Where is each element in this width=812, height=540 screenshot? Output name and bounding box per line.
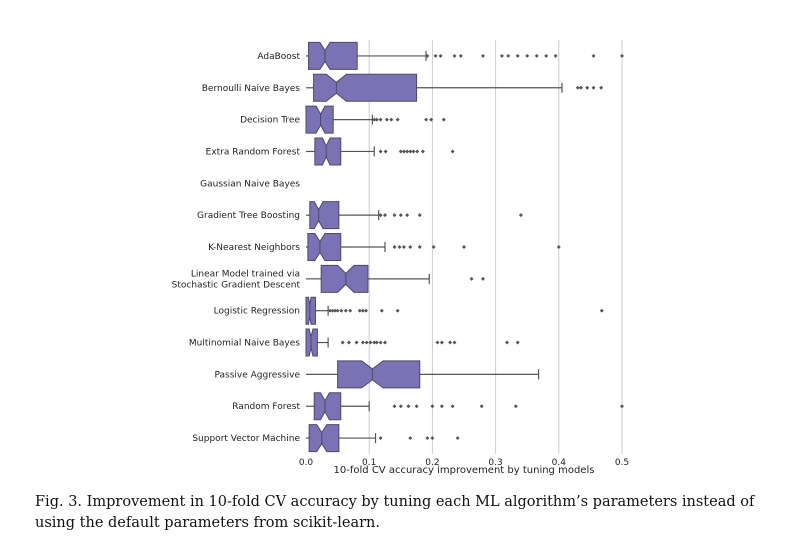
box (313, 73, 418, 102)
outlier-point (372, 340, 377, 345)
outlier-point (384, 117, 389, 122)
outlier-point (408, 436, 413, 441)
outlier-point (425, 436, 430, 441)
category-label: Gaussian Naive Bayes (200, 179, 300, 189)
x-tick-label: 0.1 (362, 458, 376, 468)
outlier-point (395, 117, 400, 122)
category-label: Multinomial Naive Bayes (189, 339, 300, 349)
outlier-point (333, 308, 338, 313)
outlier-point (392, 245, 397, 249)
outlier-point (430, 436, 435, 441)
x-tick-label: 0.3 (488, 458, 502, 468)
outlier-point (417, 213, 422, 218)
category-labels: AdaBoost Bernoulli Naive Bayes Decision Tr… (172, 52, 301, 444)
outlier-point (360, 308, 365, 313)
box (307, 233, 342, 261)
x-tick-label: 0.5 (615, 458, 629, 468)
outlier-point (389, 117, 394, 122)
box (308, 424, 340, 453)
outlier-point (455, 436, 460, 441)
outlier-point (335, 308, 340, 313)
outlier-point (504, 340, 509, 345)
category-label: Random Forest (232, 402, 300, 412)
box (337, 360, 421, 389)
box-group (306, 73, 604, 102)
outlier-point (469, 276, 474, 281)
box-group (306, 424, 460, 453)
outlier-point (441, 117, 446, 122)
category-label: Linear Model trained via Stochastic Gradi… (172, 269, 301, 290)
outlier-point (417, 245, 422, 249)
outlier-point (346, 340, 351, 345)
outlier-point (518, 213, 523, 218)
outlier-point (599, 308, 604, 313)
outlier-point (479, 404, 484, 409)
category-label: Support Vector Machine (192, 434, 300, 444)
category-label: Extra Random Forest (206, 147, 301, 157)
category-label: Decision Tree (240, 116, 300, 126)
outlier-point (392, 404, 397, 409)
box-group (306, 233, 561, 261)
outlier-point (378, 436, 383, 441)
box (313, 392, 342, 421)
figure-caption: Fig. 3. Improvement in 10-fold CV accura… (35, 494, 755, 531)
outlier-point (392, 213, 397, 218)
box-group (306, 264, 485, 293)
box (305, 105, 334, 134)
category-label: Bernoulli Naive Bayes (202, 84, 301, 94)
outlier-point (364, 308, 369, 313)
outlier-point (330, 308, 335, 313)
x-tick-label: 0.0 (299, 458, 314, 468)
boxplot-chart: AdaBoost Bernoulli Naive Bayes Decision Tr… (172, 40, 629, 476)
box (314, 137, 342, 166)
outlier-point (372, 117, 377, 122)
x-tick-label: 0.4 (552, 458, 567, 468)
box (309, 201, 340, 230)
box-group (306, 360, 540, 389)
category-label: Logistic Regression (214, 307, 300, 317)
outlier-point (374, 117, 379, 122)
outlier-point (357, 308, 362, 313)
box-group (306, 201, 523, 230)
outlier-point (328, 308, 332, 313)
x-axis-label: 10-fold CV accuracy improvement by tunin… (334, 465, 595, 476)
box-group (305, 296, 604, 325)
box (320, 264, 369, 293)
outlier-point (378, 117, 383, 122)
outlier-point (499, 53, 504, 58)
outlier-point (424, 117, 429, 122)
outlier-point (339, 308, 344, 313)
category-label: K-Nearest Neighbors (208, 243, 300, 253)
box-series (305, 41, 624, 453)
outlier-point (429, 117, 434, 122)
box (305, 296, 316, 325)
box-group (305, 105, 446, 134)
category-label: Passive Aggressive (214, 370, 300, 380)
category-label: AdaBoost (257, 52, 300, 62)
x-tick-label: 0.2 (425, 458, 439, 468)
outlier-point (348, 308, 353, 313)
category-label: Gradient Tree Boosting (197, 211, 300, 221)
outlier-point (379, 308, 384, 313)
outlier-point (420, 149, 425, 154)
box (308, 41, 358, 70)
box (305, 328, 318, 357)
outlier-point (397, 245, 402, 249)
box-group (306, 41, 624, 70)
x-tick-labels: 0.0 0.1 0.2 0.3 0.4 0.5 (299, 458, 629, 468)
